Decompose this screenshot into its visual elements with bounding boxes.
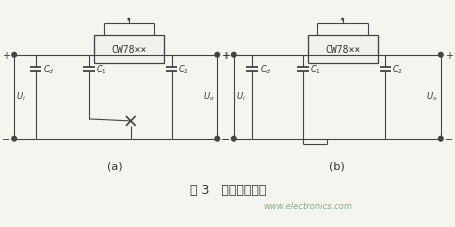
Text: $U_i$: $U_i$ (236, 91, 246, 103)
Text: $U_o$: $U_o$ (426, 91, 438, 103)
Bar (308, 36, 378, 63)
Circle shape (215, 53, 220, 58)
Text: (b): (b) (329, 161, 345, 171)
Text: www.electronics.com: www.electronics.com (263, 201, 352, 210)
Circle shape (12, 53, 17, 58)
Text: CW78××: CW78×× (325, 44, 360, 54)
Text: $C_d$: $C_d$ (43, 63, 55, 75)
Text: −: − (222, 134, 230, 144)
Circle shape (341, 19, 344, 22)
Text: (a): (a) (107, 161, 123, 171)
Circle shape (438, 137, 443, 141)
Text: $C_1$: $C_1$ (309, 63, 321, 75)
Text: $U_i$: $U_i$ (16, 91, 26, 103)
Bar (94, 36, 164, 63)
Text: 图 3   避免共阻抗路: 图 3 避免共阻抗路 (190, 183, 266, 196)
Text: +: + (221, 50, 229, 60)
Circle shape (438, 53, 443, 58)
Text: $C_2$: $C_2$ (178, 63, 189, 75)
Circle shape (232, 137, 236, 141)
Text: −: − (221, 134, 229, 144)
Text: −: − (445, 134, 453, 144)
Text: +: + (222, 50, 230, 60)
Text: −: − (2, 134, 10, 144)
Circle shape (215, 137, 220, 141)
Text: +: + (445, 50, 453, 60)
Circle shape (12, 137, 17, 141)
Text: CW78××: CW78×× (111, 44, 147, 54)
Text: $C_2$: $C_2$ (392, 63, 403, 75)
Text: $C_1$: $C_1$ (96, 63, 107, 75)
Circle shape (127, 19, 130, 22)
Text: $U_o$: $U_o$ (203, 91, 214, 103)
Text: $C_d$: $C_d$ (260, 63, 272, 75)
Circle shape (232, 53, 236, 58)
Text: +: + (2, 50, 10, 60)
